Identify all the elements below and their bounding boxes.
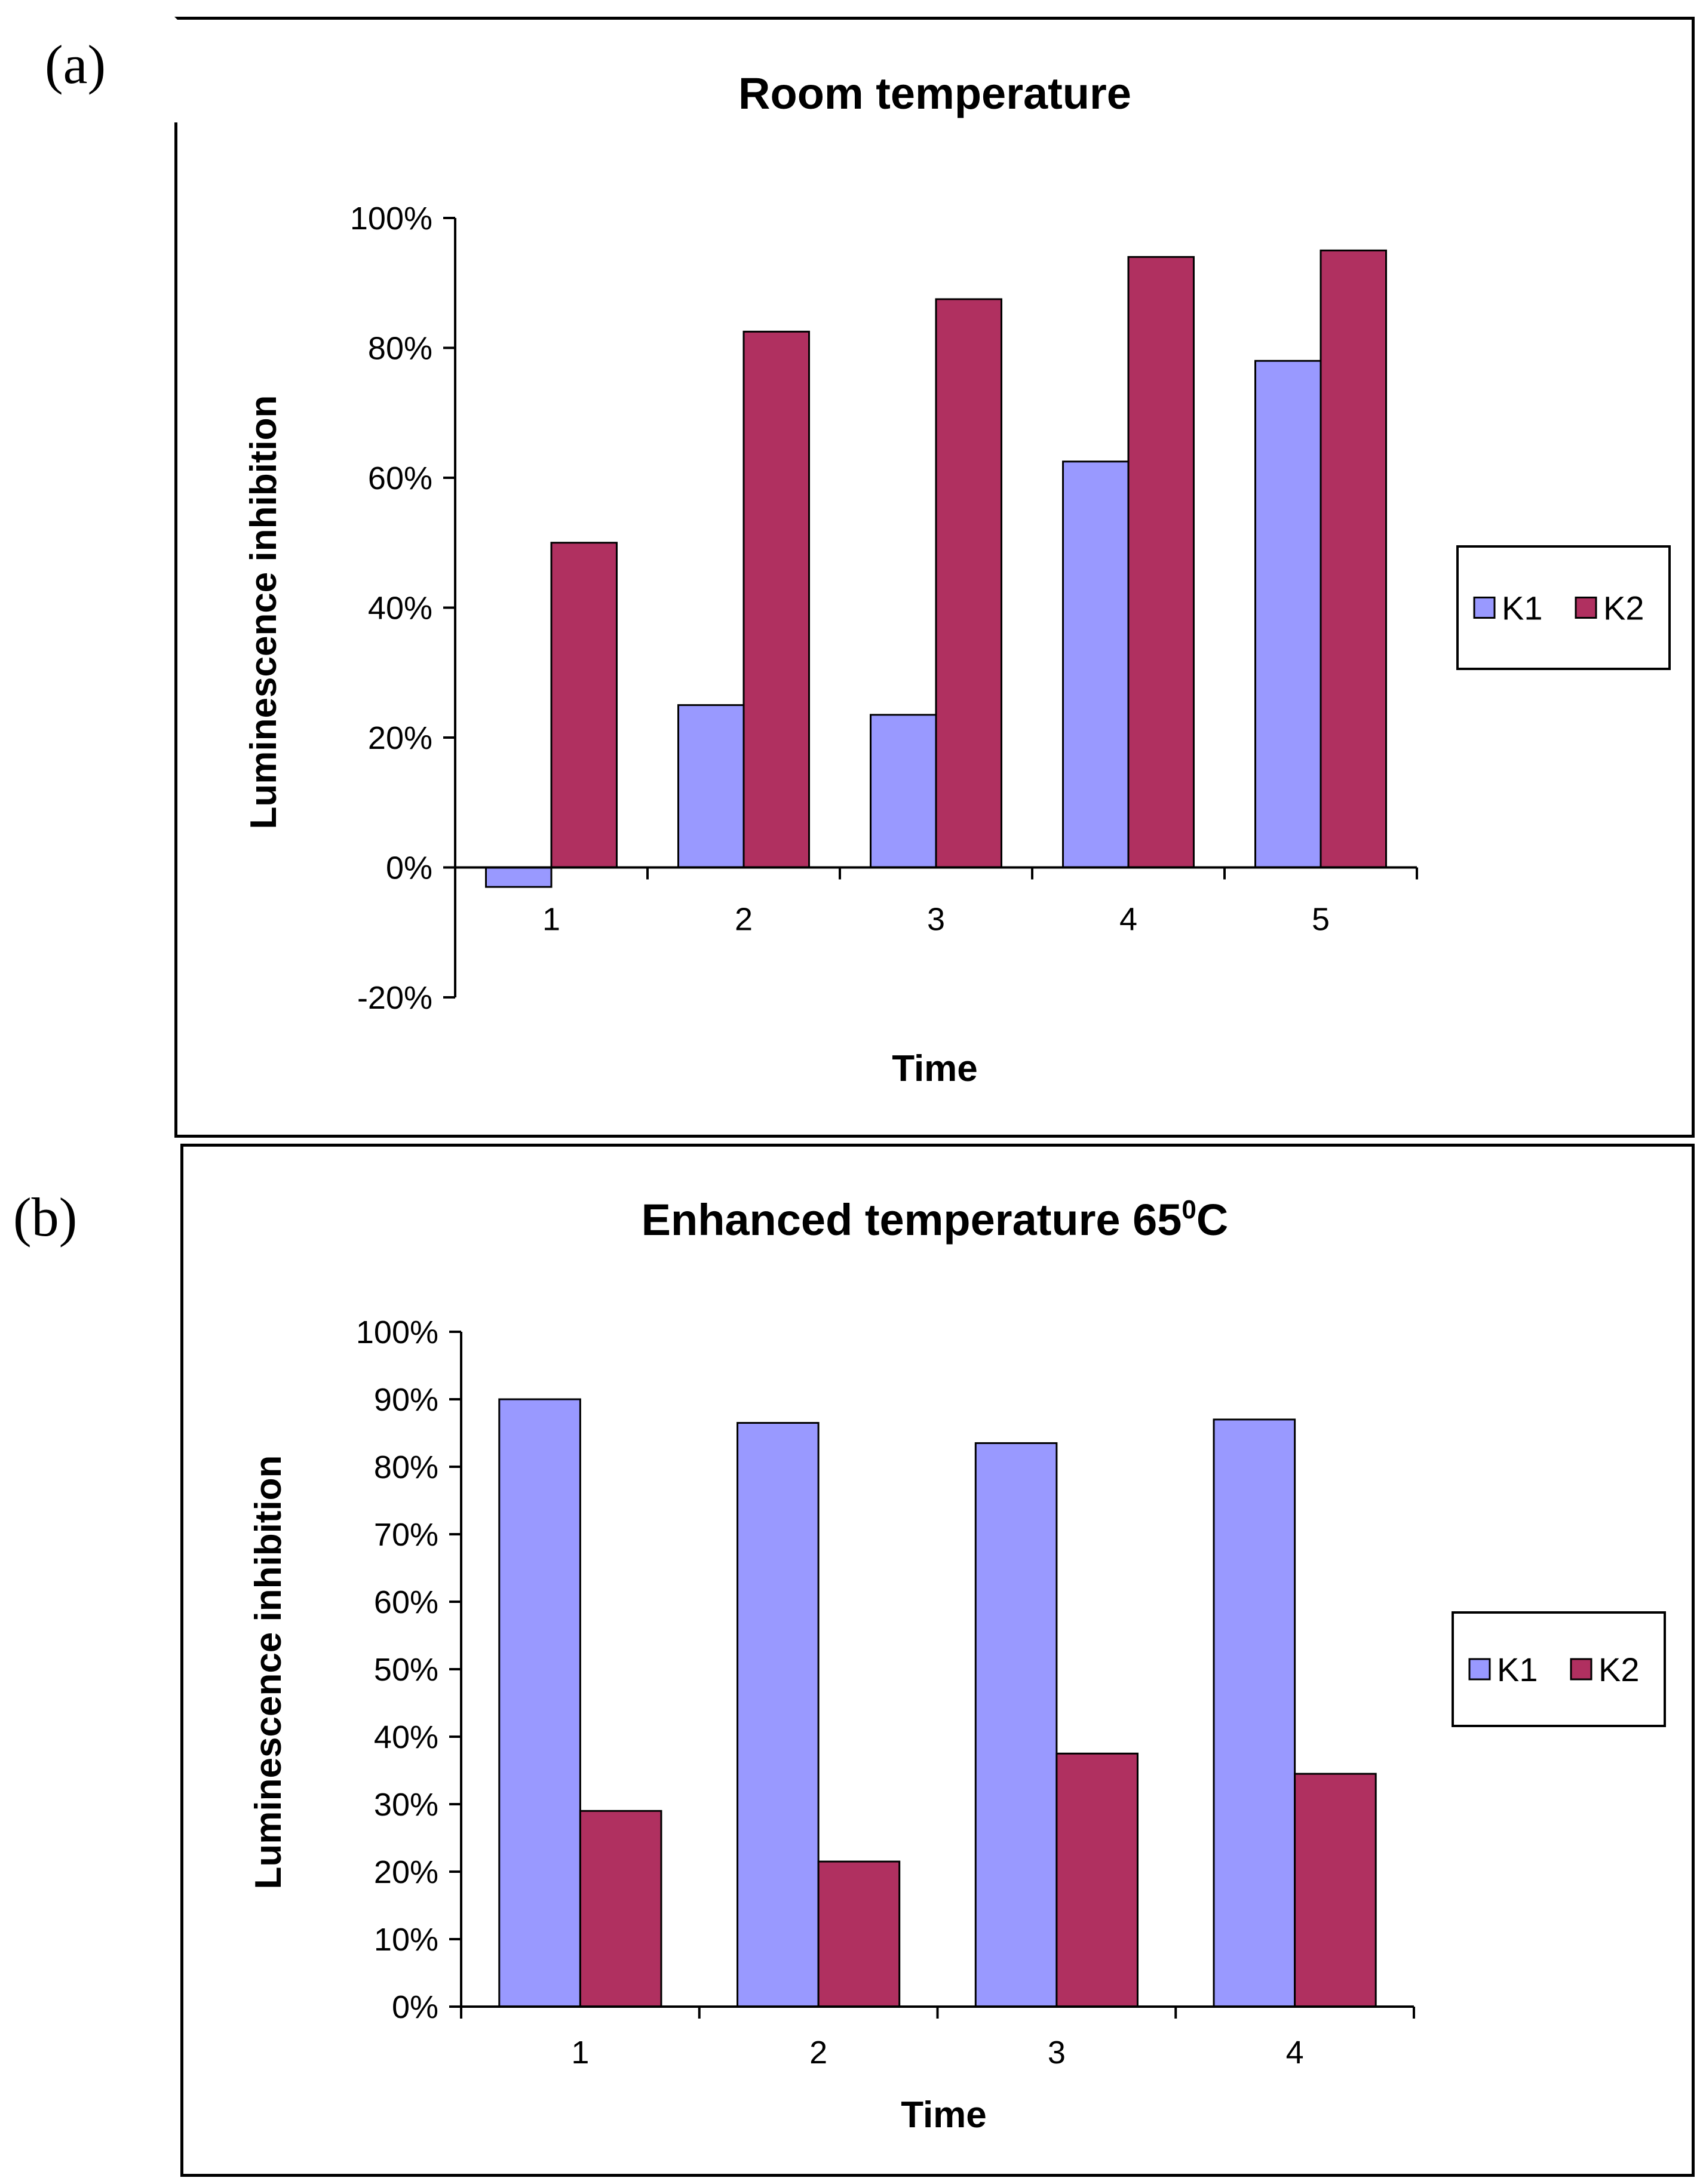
x-tick-label: 2 bbox=[809, 2035, 827, 2071]
axes-group: 0% 10% 20% 30% 40% 50% 60% 70% 80% 90% 100% 1 2 3 4 bbox=[356, 1314, 1415, 2071]
legend-box bbox=[1452, 1611, 1666, 1727]
x-tick-label: 3 bbox=[1048, 2035, 1066, 2071]
legend-swatch-k1 bbox=[1468, 1658, 1491, 1681]
panel-frame-a bbox=[174, 17, 1695, 1138]
legend-label-k1: K1 bbox=[1502, 589, 1543, 627]
y-tick-label: 10% bbox=[374, 1922, 438, 1958]
bars-group bbox=[498, 1398, 1377, 2008]
legend-swatch-k2 bbox=[1575, 597, 1597, 619]
chart-room-temperature: Room temperature Time Luminescence inhib… bbox=[243, 69, 1671, 1089]
bar-k2-2 bbox=[817, 1860, 901, 2008]
chart-title: Enhanced temperature 650C bbox=[642, 1195, 1229, 1245]
y-axis-title: Luminescence inhibition bbox=[248, 1455, 289, 1890]
bar-k1-3 bbox=[974, 1442, 1058, 2008]
panel-label-a: (a) bbox=[45, 34, 106, 95]
bar-k2-1 bbox=[550, 542, 618, 868]
bar-k2-4 bbox=[1294, 1773, 1377, 2008]
legend-swatch-k1 bbox=[1473, 597, 1496, 619]
y-tick-label: 50% bbox=[374, 1652, 438, 1688]
x-axis-title: Time bbox=[901, 2094, 987, 2136]
y-tick-label: 100% bbox=[350, 201, 432, 236]
panel-frame-b bbox=[180, 1144, 1695, 2177]
legend-label-k2: K2 bbox=[1603, 589, 1644, 627]
x-tick-label: 1 bbox=[571, 2035, 589, 2071]
y-tick-label: 0% bbox=[386, 850, 432, 886]
bar-k1-5 bbox=[1254, 360, 1322, 868]
bar-k2-2 bbox=[742, 330, 810, 868]
axes-group: -20% 0% 20% 40% 60% 80% 100% 1 2 3 4 5 bbox=[350, 201, 1418, 1016]
x-tick-label: 1 bbox=[542, 902, 560, 938]
x-tick-label: 2 bbox=[735, 902, 753, 938]
legend-swatch-k2 bbox=[1570, 1658, 1592, 1681]
bar-k1-1 bbox=[485, 867, 553, 888]
bar-k1-4 bbox=[1213, 1418, 1296, 2008]
bar-k2-1 bbox=[579, 1810, 662, 2008]
bar-k2-4 bbox=[1127, 256, 1195, 868]
panel-label-b: (b) bbox=[13, 1187, 78, 1248]
chart-title: Room temperature bbox=[738, 69, 1131, 118]
y-tick-label: 60% bbox=[374, 1584, 438, 1620]
x-tick-label: 3 bbox=[927, 902, 945, 938]
y-axis-title: Luminescence inhibition bbox=[243, 395, 284, 830]
x-tick-label: 5 bbox=[1312, 902, 1330, 938]
y-tick-label: 90% bbox=[374, 1382, 438, 1418]
bar-k2-5 bbox=[1320, 249, 1387, 868]
y-tick-label: 40% bbox=[368, 591, 432, 626]
y-tick-label: 70% bbox=[374, 1517, 438, 1553]
x-tick-label: 4 bbox=[1286, 2035, 1304, 2071]
y-tick-label: 20% bbox=[374, 1854, 438, 1890]
panel-frame-a-left bbox=[174, 122, 177, 1138]
y-tick-label: 60% bbox=[368, 460, 432, 496]
y-tick-label: 100% bbox=[356, 1314, 438, 1350]
y-tick-label: 0% bbox=[392, 1989, 438, 2025]
legend-label-k1: K1 bbox=[1497, 1651, 1538, 1688]
y-tick-label: 40% bbox=[374, 1719, 438, 1755]
bars-group bbox=[485, 249, 1387, 888]
y-tick-label: 80% bbox=[374, 1449, 438, 1485]
x-axis-title: Time bbox=[892, 1048, 978, 1089]
y-tick-label: 30% bbox=[374, 1787, 438, 1823]
legend: K1 K2 bbox=[1456, 545, 1671, 670]
legend-label-k2: K2 bbox=[1598, 1651, 1640, 1688]
y-tick-label: 80% bbox=[368, 331, 432, 367]
legend: K1 K2 bbox=[1452, 1611, 1666, 1727]
y-tick-label: -20% bbox=[357, 980, 432, 1016]
bar-k2-3 bbox=[935, 298, 1002, 868]
y-tick-label: 20% bbox=[368, 720, 432, 756]
x-tick-label: 4 bbox=[1119, 902, 1137, 938]
bar-k1-1 bbox=[498, 1398, 581, 2008]
bar-k1-2 bbox=[737, 1422, 820, 2008]
bar-k2-3 bbox=[1055, 1752, 1139, 2008]
